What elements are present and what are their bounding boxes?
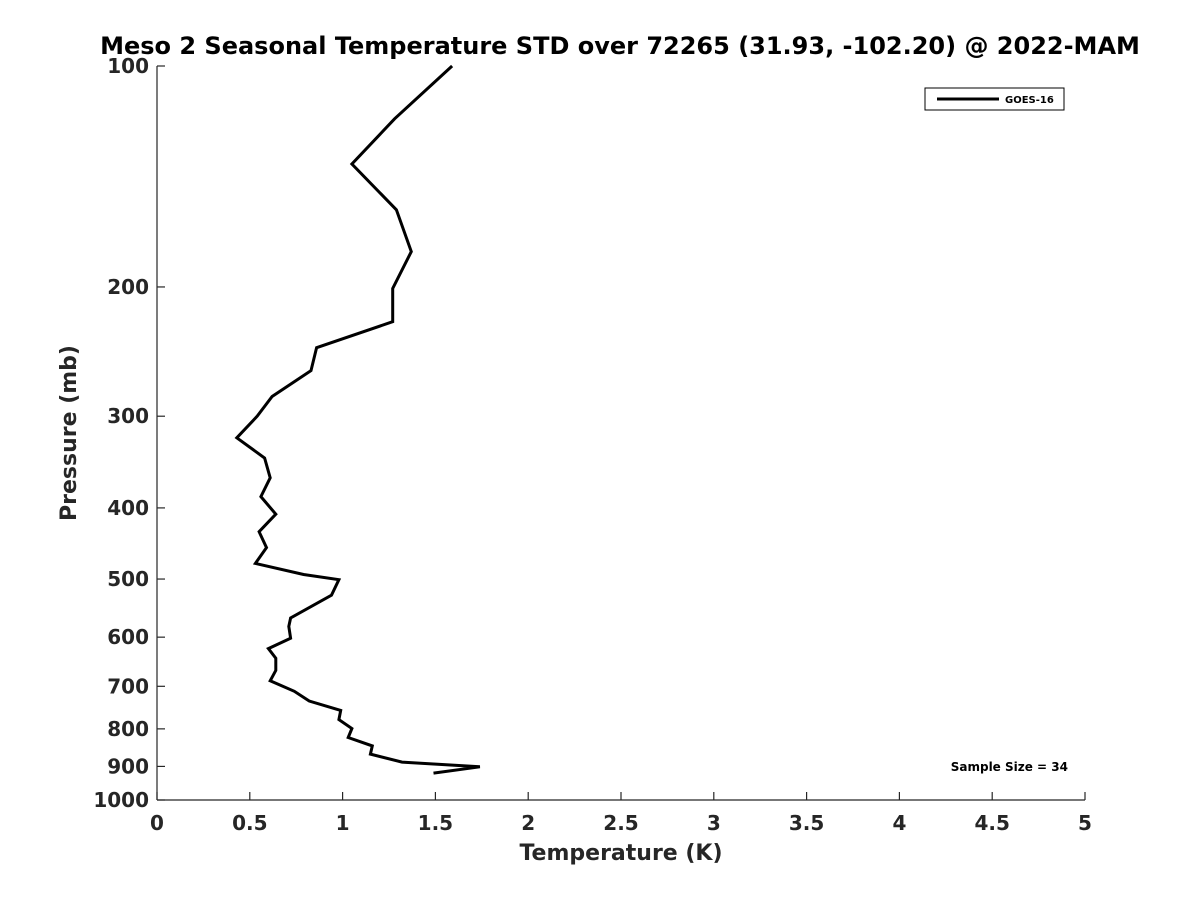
x-tick-label-1-5: 1.5 <box>418 811 453 835</box>
y-axis-ticks: 100 200 300 400 500 600 700 800 900 1000 <box>93 54 165 812</box>
y-axis-label: Pressure (mb) <box>57 345 82 521</box>
y-tick-label-200: 200 <box>107 275 149 299</box>
x-tick-label-3: 3 <box>707 811 721 835</box>
x-tick-label-4-5: 4.5 <box>974 811 1009 835</box>
legend-label-goes-16: GOES-16 <box>1005 95 1054 106</box>
x-tick-label-0-5: 0.5 <box>232 811 267 835</box>
sample-size-annotation: Sample Size = 34 <box>951 760 1068 774</box>
x-tick-label-4: 4 <box>892 811 906 835</box>
y-tick-label-500: 500 <box>107 567 149 591</box>
legend: GOES-16 <box>924 87 1065 111</box>
series-layer <box>234 64 481 775</box>
x-tick-label-0: 0 <box>150 811 164 835</box>
y-tick-label-100: 100 <box>107 54 149 78</box>
x-axis-label: Temperature (K) <box>519 841 722 866</box>
x-tick-label-2: 2 <box>521 811 535 835</box>
y-tick-label-900: 900 <box>107 754 149 778</box>
x-tick-label-2-5: 2.5 <box>603 811 638 835</box>
x-tick-label-5: 5 <box>1078 811 1092 835</box>
y-tick-label-700: 700 <box>107 674 149 698</box>
y-tick-label-1000: 1000 <box>93 788 149 812</box>
y-tick-label-600: 600 <box>107 625 149 649</box>
series-line-goes-16 <box>234 64 481 775</box>
x-axis-ticks: 0 0.5 1 1.5 2 2.5 3 3.5 4 4.5 5 <box>150 792 1092 835</box>
x-tick-label-1: 1 <box>336 811 350 835</box>
y-tick-label-400: 400 <box>107 496 149 520</box>
x-tick-label-3-5: 3.5 <box>789 811 824 835</box>
y-tick-label-300: 300 <box>107 404 149 428</box>
y-tick-label-800: 800 <box>107 717 149 741</box>
chart-title: Meso 2 Seasonal Temperature STD over 722… <box>100 32 1140 60</box>
plot-area <box>156 66 1085 801</box>
